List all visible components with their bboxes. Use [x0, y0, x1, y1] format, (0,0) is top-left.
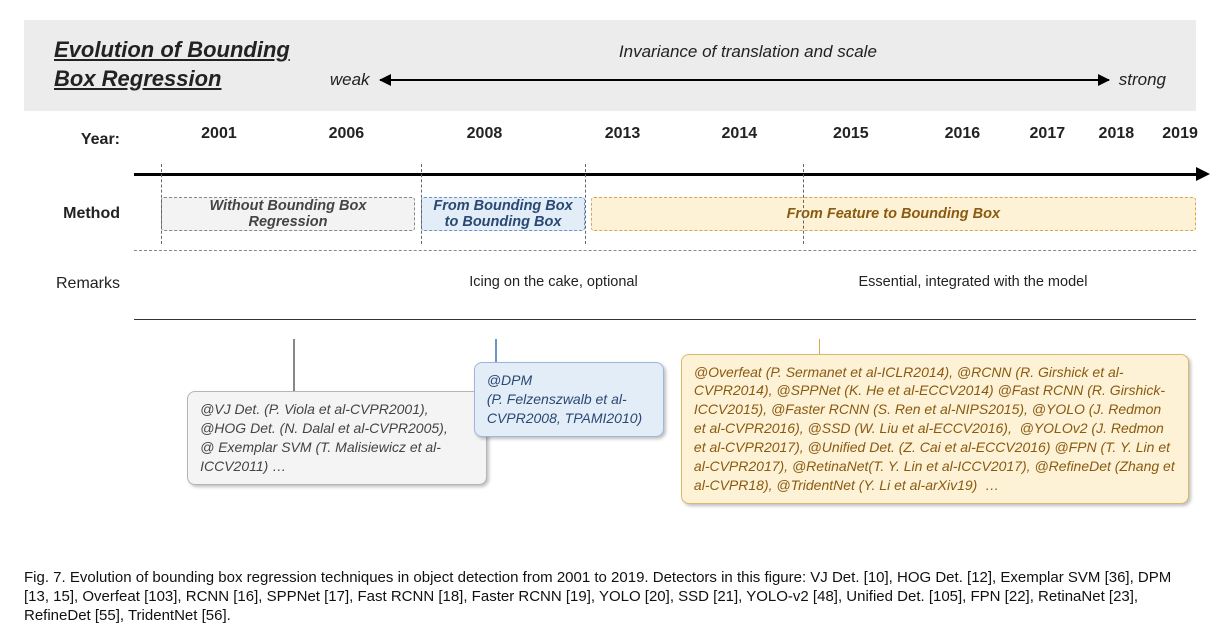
remark-essential: Essential, integrated with the model	[859, 274, 1088, 290]
v-connector	[421, 164, 422, 244]
v-connector	[585, 164, 586, 244]
year-tick: 2001	[201, 125, 237, 143]
diagram-title: Evolution of Bounding Box Regression	[54, 36, 290, 93]
method-row-label: Method	[24, 205, 134, 223]
year-tick: 2019	[1162, 125, 1198, 143]
v-connector	[161, 164, 162, 244]
remarks-row: Remarks Icing on the cake, optional Esse…	[24, 267, 1196, 301]
axis-right-label: strong	[1119, 70, 1166, 90]
title-line2: Box Regression	[54, 66, 222, 91]
bottom-rule	[134, 319, 1196, 320]
axis-row: weak strong	[330, 70, 1166, 90]
axis-left-label: weak	[330, 70, 370, 90]
v-connector	[803, 164, 804, 244]
callout-phase-c: @Overfeat (P. Sermanet et al-ICLR2014), …	[681, 354, 1189, 504]
callouts-area: @VJ Det. (P. Viola et al-CVPR2001), @HOG…	[134, 345, 1196, 555]
callout-phase-b: @DPM (P. Felzenszwalb et al-CVPR2008, TP…	[474, 362, 664, 437]
timeline: Year: 2001200620082013201420152016201720…	[24, 123, 1196, 555]
figure-caption: Fig. 7. Evolution of bounding box regres…	[24, 569, 1196, 625]
phase-without-bbr: Without Bounding BoxRegression	[161, 197, 416, 231]
year-row: Year: 2001200620082013201420152016201720…	[24, 123, 1196, 157]
remark-optional: Icing on the cake, optional	[469, 274, 637, 290]
callout-stem-a	[293, 339, 295, 395]
dashed-divider	[134, 250, 1196, 251]
year-ticks: 2001 2006 2008 2013 2014 2015 2016 2017 2018 2019	[134, 125, 1196, 155]
year-tick: 2017	[1030, 125, 1066, 143]
title-line1: Evolution of Bounding	[54, 37, 290, 62]
method-row: Method Without Bounding BoxRegression Fr…	[24, 195, 1196, 233]
remarks-row-label: Remarks	[24, 275, 134, 293]
year-tick: 2013	[605, 125, 641, 143]
year-row-label: Year:	[24, 131, 134, 149]
timeline-axis-row	[24, 157, 1196, 191]
invariance-axis: Invariance of translation and scale weak…	[290, 36, 1176, 90]
phase-feature-to-bb: From Feature to Bounding Box	[591, 197, 1196, 231]
year-tick: 2015	[833, 125, 869, 143]
method-content: Without Bounding BoxRegression From Boun…	[134, 195, 1196, 233]
axis-arrow-line	[380, 79, 1109, 81]
year-tick: 2014	[722, 125, 758, 143]
timeline-axis-line	[134, 173, 1196, 176]
header-band: Evolution of Bounding Box Regression Inv…	[24, 20, 1196, 111]
year-tick: 2008	[467, 125, 503, 143]
year-tick: 2016	[945, 125, 981, 143]
year-tick: 2018	[1099, 125, 1135, 143]
year-tick: 2006	[329, 125, 365, 143]
axis-label: Invariance of translation and scale	[619, 42, 877, 62]
remarks-content: Icing on the cake, optional Essential, i…	[134, 267, 1196, 301]
callout-phase-a: @VJ Det. (P. Viola et al-CVPR2001), @HOG…	[187, 391, 487, 485]
phase-bb-to-bb: From Bounding Boxto Bounding Box	[421, 197, 586, 231]
